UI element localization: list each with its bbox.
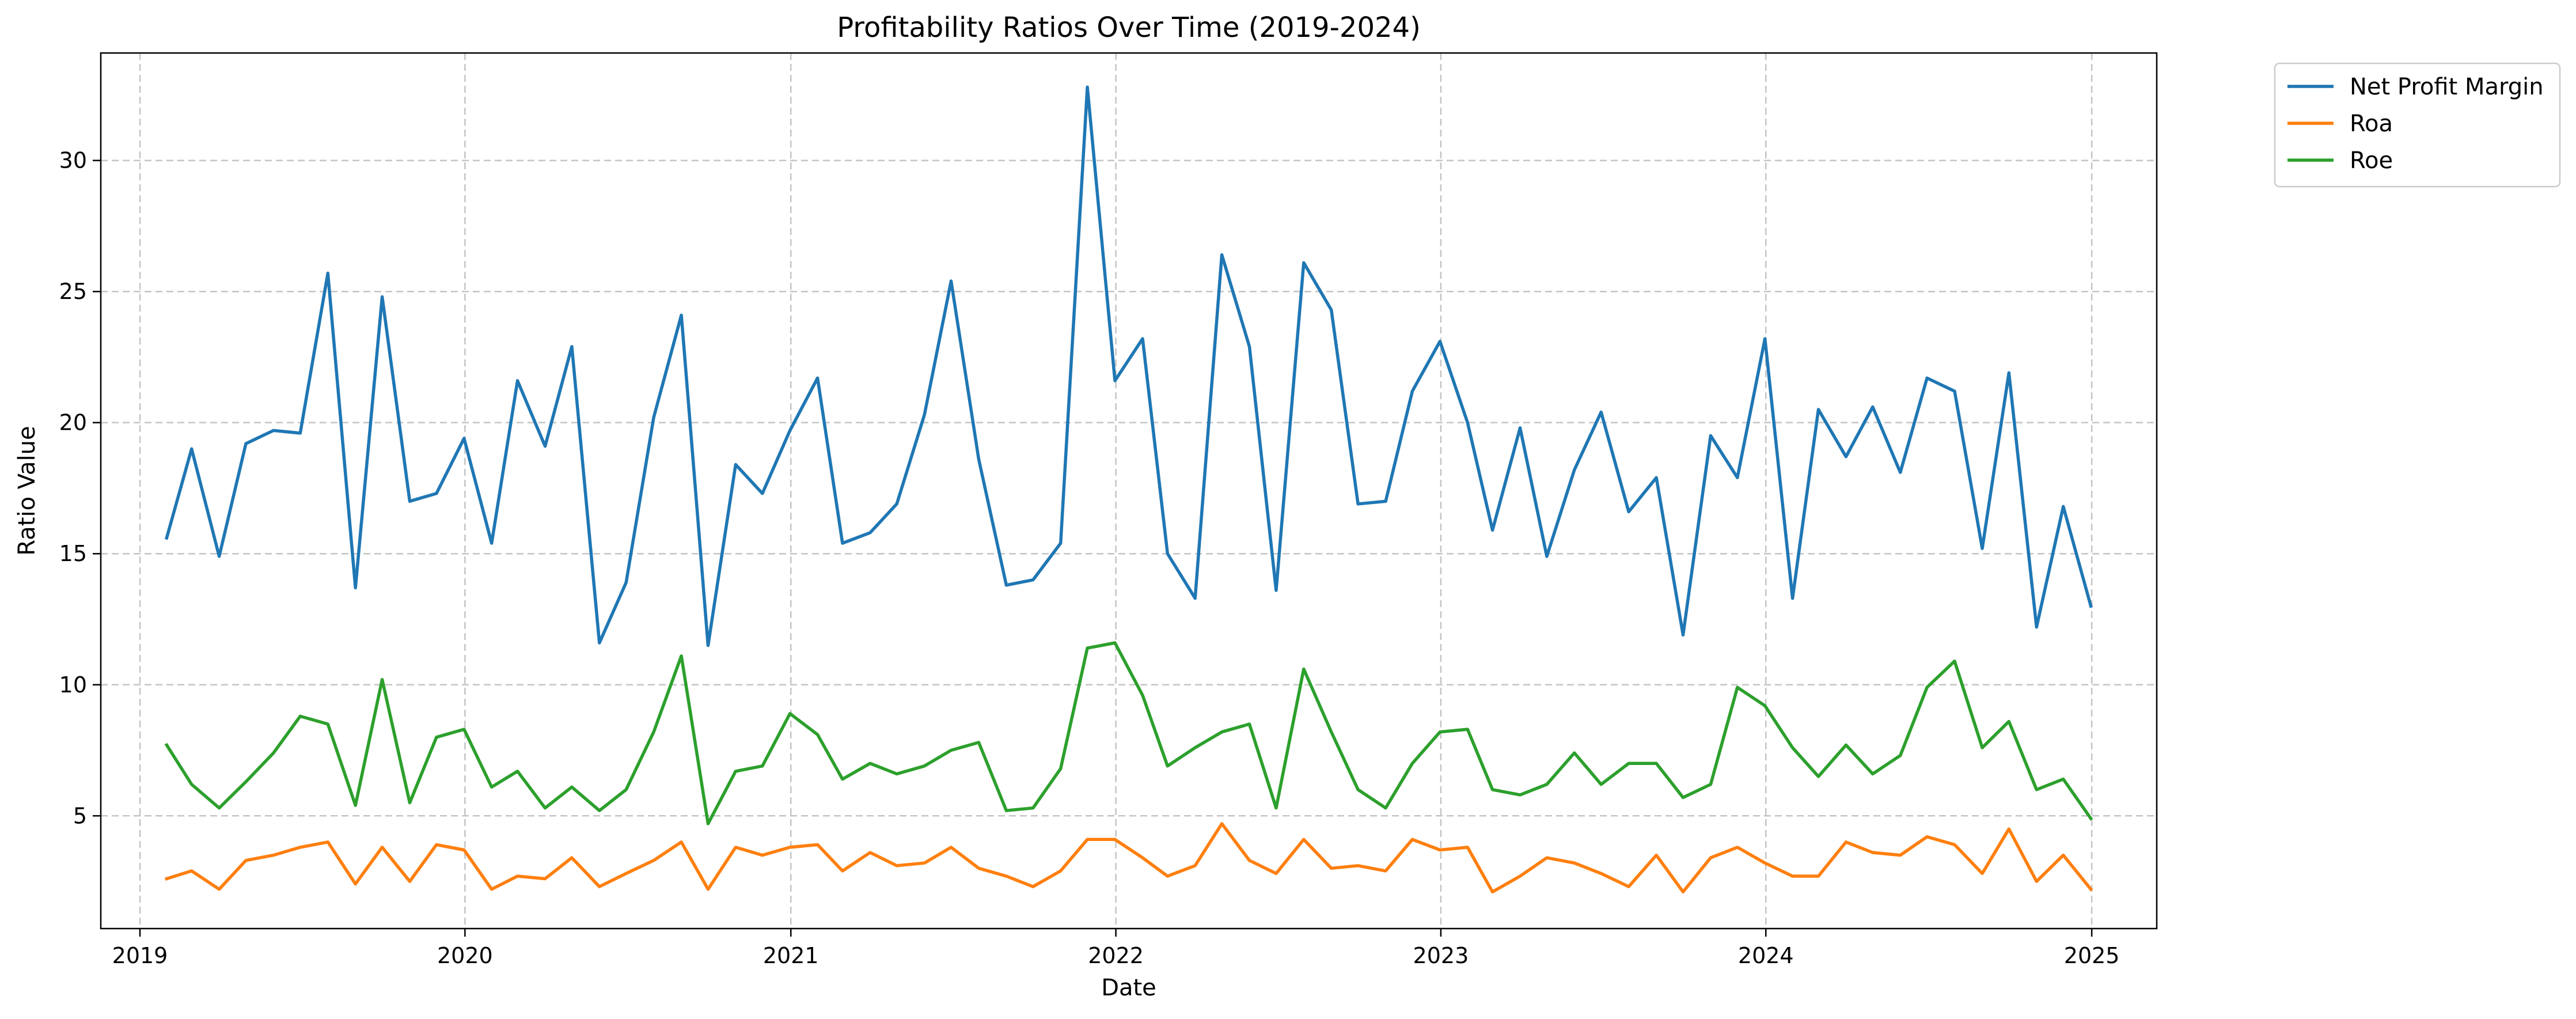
series-lines bbox=[164, 85, 2093, 894]
grid-lines bbox=[101, 53, 2157, 929]
legend-label-0: Net Profit Margin bbox=[2350, 74, 2544, 100]
series-line-1 bbox=[164, 822, 2093, 894]
legend: Net Profit Margin Roa Roe bbox=[2274, 62, 2561, 188]
y-tick-label: 20 bbox=[59, 410, 87, 435]
x-tick-label: 2019 bbox=[112, 943, 168, 968]
x-tick-label: 2020 bbox=[437, 943, 493, 968]
y-tick-label: 10 bbox=[59, 672, 87, 698]
x-tick-label: 2021 bbox=[763, 943, 819, 968]
plot-area-frame bbox=[100, 52, 2158, 930]
legend-label-1: Roa bbox=[2350, 111, 2393, 137]
x-tick-label: 2025 bbox=[2064, 943, 2120, 968]
y-tick-label: 15 bbox=[59, 541, 87, 566]
legend-items: Net Profit Margin Roa Roe bbox=[2287, 74, 2544, 174]
series-line-0 bbox=[165, 85, 2093, 647]
y-tick-label: 5 bbox=[73, 803, 87, 828]
legend-box bbox=[2274, 62, 2561, 188]
y-axis-label: Ratio Value bbox=[14, 426, 40, 555]
x-axis-label: Date bbox=[1101, 975, 1156, 1001]
x-tick-label: 2023 bbox=[1413, 943, 1469, 968]
legend-label-2: Roe bbox=[2350, 147, 2393, 174]
y-tick-label: 25 bbox=[59, 279, 87, 304]
series-line-2 bbox=[164, 641, 2093, 825]
chart-title: Profitability Ratios Over Time (2019-202… bbox=[837, 12, 1421, 44]
x-tick-label: 2024 bbox=[1738, 943, 1794, 968]
x-tick-label: 2022 bbox=[1088, 943, 1144, 968]
y-tick-label: 30 bbox=[59, 148, 87, 173]
